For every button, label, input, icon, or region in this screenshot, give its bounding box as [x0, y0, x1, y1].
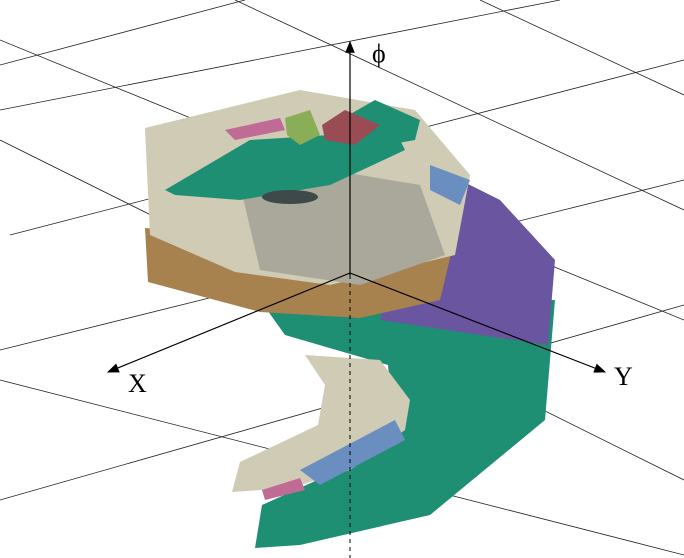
blue-strip — [300, 420, 405, 485]
z-axis-label: ϕ — [372, 39, 386, 68]
pink-block — [225, 118, 285, 140]
grid-line — [479, 0, 684, 96]
grid-line — [234, 0, 684, 211]
grid-line — [0, 0, 561, 111]
olive-block — [285, 110, 320, 145]
grid-line — [0, 0, 246, 66]
blue-block — [430, 165, 470, 205]
red-block — [322, 110, 380, 145]
x-axis — [106, 272, 351, 373]
voxel-model — [145, 90, 555, 548]
pink-strip — [262, 478, 305, 500]
green-top — [165, 130, 405, 200]
x-axis-label: X — [128, 369, 147, 398]
y-axis-label: Y — [614, 362, 633, 391]
axes: ϕ X Y — [106, 39, 633, 558]
y-axis — [349, 272, 607, 373]
hole — [262, 190, 318, 204]
